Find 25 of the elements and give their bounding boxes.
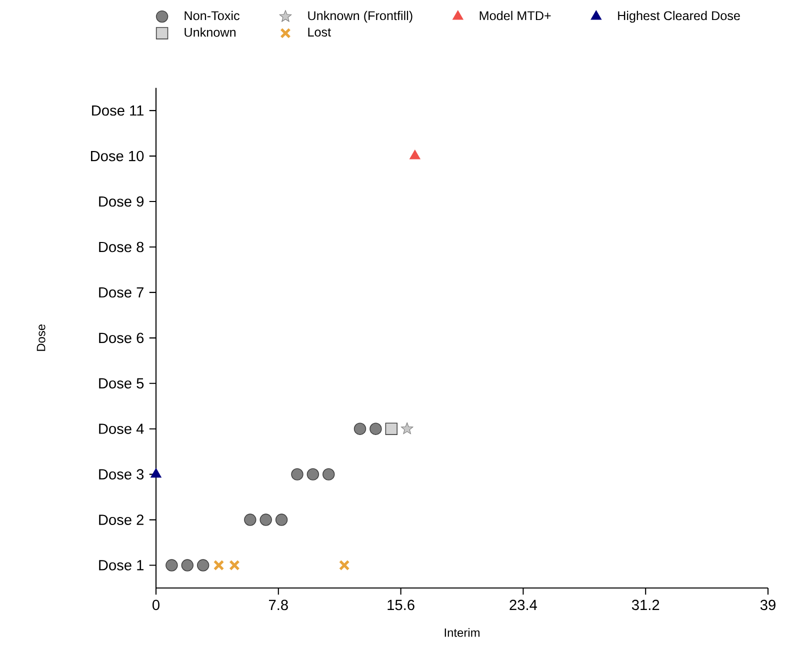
legend-label: Lost xyxy=(308,28,331,37)
y-tick-label: Dose 7 xyxy=(99,287,144,298)
x-tick-label: 0 xyxy=(152,600,160,610)
x-tick-label: 23.4 xyxy=(510,600,537,610)
y-tick-label: Dose 3 xyxy=(99,469,144,480)
legend-label: Model MTD+ xyxy=(480,10,551,20)
y-tick-label: Dose 1 xyxy=(99,560,144,570)
x-tick-label: 39 xyxy=(760,600,776,610)
y-axis-title: Dose xyxy=(36,324,46,351)
legend-label: Non-Toxic xyxy=(184,10,240,20)
x-tick-label: 15.6 xyxy=(388,600,414,610)
y-tick-label: Dose 11 xyxy=(92,106,144,116)
legend-label: Unknown (Frontfill) xyxy=(308,10,412,23)
y-tick-label: Dose 10 xyxy=(91,150,144,162)
y-tick-label: Dose 6 xyxy=(99,332,144,344)
y-tick-label: Dose 2 xyxy=(99,514,144,526)
x-tick-label: 7.8 xyxy=(268,600,288,610)
y-tick-label: Dose 5 xyxy=(99,378,144,389)
legend-label: Highest Cleared Dose xyxy=(618,10,740,23)
y-tick-label: Dose 4 xyxy=(99,424,144,434)
x-axis-title: Interim xyxy=(444,628,480,637)
legend-label: Unknown xyxy=(184,28,236,37)
y-tick-label: Dose 9 xyxy=(99,196,144,207)
x-tick-label: 31.2 xyxy=(632,600,660,610)
y-tick-label: Dose 8 xyxy=(99,242,144,252)
